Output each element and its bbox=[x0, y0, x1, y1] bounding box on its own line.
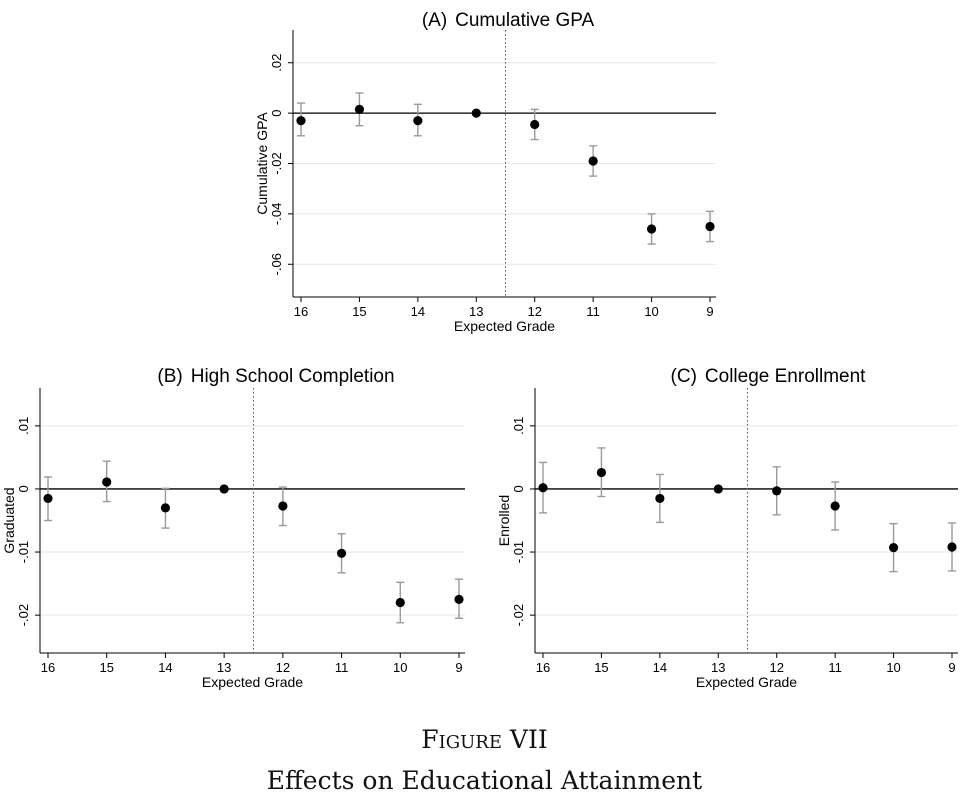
y-tick-label: -.01 bbox=[16, 541, 31, 563]
x-tick-label: 10 bbox=[886, 660, 900, 675]
y-axis-label: Enrolled bbox=[496, 495, 512, 546]
data-point bbox=[354, 104, 365, 114]
data-point bbox=[888, 543, 899, 553]
data-point bbox=[530, 119, 540, 130]
x-tick-label: 14 bbox=[158, 660, 172, 675]
x-tick-label: 16 bbox=[536, 660, 550, 675]
x-tick-label: 12 bbox=[769, 660, 783, 675]
data-point bbox=[947, 542, 957, 552]
x-tick-label: 10 bbox=[644, 304, 658, 319]
x-tick-label: 15 bbox=[352, 304, 366, 319]
y-axis-label: Graduated bbox=[1, 487, 17, 553]
y-tick-label: .01 bbox=[511, 417, 526, 435]
figure-label: Figure VII bbox=[0, 725, 969, 754]
panel-b: (B) High School Completion .01 0 -.01 -.02 Gra… bbox=[1, 366, 465, 690]
x-tick-label: 12 bbox=[527, 304, 541, 319]
panel-a: (A) Cumulative GPA .02 0 -.02 -.04 -.06 Cumulat… bbox=[254, 10, 716, 334]
x-axis-label: Expected Grade bbox=[696, 674, 797, 690]
data-point bbox=[219, 484, 229, 494]
panel-title: (B) High School Completion bbox=[157, 366, 394, 387]
data-point bbox=[646, 224, 657, 234]
panel-letter: (C) bbox=[671, 366, 697, 387]
data-point bbox=[655, 493, 665, 504]
x-tick-label: 11 bbox=[335, 660, 349, 675]
data-point bbox=[772, 486, 782, 496]
y-tick-label: 0 bbox=[269, 110, 284, 117]
x-axis-label: Expected Grade bbox=[202, 674, 303, 690]
data-point bbox=[588, 156, 598, 166]
y-tick-label: -.02 bbox=[16, 604, 31, 626]
data-point bbox=[296, 116, 306, 126]
y-tick-label: -.04 bbox=[269, 203, 284, 225]
y-axis-label: Cumulative GPA bbox=[254, 112, 270, 215]
figure-title: Effects on Educational Attainment bbox=[266, 766, 703, 795]
x-tick-label: 11 bbox=[828, 660, 842, 675]
x-tick-label: 13 bbox=[711, 660, 725, 675]
y-tick-label: -.02 bbox=[511, 604, 526, 626]
x-tick-label: 10 bbox=[393, 660, 407, 675]
y-tick-label: 0 bbox=[511, 485, 526, 492]
data-point bbox=[102, 477, 112, 487]
data-point bbox=[413, 116, 423, 126]
x-tick-label: 13 bbox=[217, 660, 231, 675]
panel-title-text: College Enrollment bbox=[705, 366, 866, 387]
data-point bbox=[278, 501, 288, 511]
figure-label-text: Figure VII bbox=[421, 725, 548, 754]
data-point bbox=[713, 484, 723, 494]
data-point bbox=[705, 221, 715, 232]
x-tick-label: 15 bbox=[99, 660, 113, 675]
y-tick-label: .02 bbox=[269, 54, 284, 72]
x-tick-label: 13 bbox=[469, 304, 483, 319]
y-tick-label: -.01 bbox=[511, 541, 526, 563]
x-tick-label: 9 bbox=[948, 660, 955, 675]
x-tick-label: 14 bbox=[653, 660, 667, 675]
data-point bbox=[43, 493, 53, 504]
y-tick-label: -.02 bbox=[269, 152, 284, 174]
x-tick-label: 12 bbox=[276, 660, 290, 675]
panel-title: (C) College Enrollment bbox=[671, 366, 867, 387]
data-point bbox=[336, 548, 347, 558]
x-tick-label: 16 bbox=[41, 660, 55, 675]
panel-title-text: High School Completion bbox=[191, 366, 395, 387]
panel-title: (A) Cumulative GPA bbox=[422, 10, 595, 31]
x-tick-label: 9 bbox=[455, 660, 462, 675]
data-point bbox=[395, 597, 405, 608]
data-point bbox=[160, 503, 171, 513]
x-tick-label: 16 bbox=[294, 304, 308, 319]
x-tick-label: 14 bbox=[411, 304, 425, 319]
panel-title-text: Cumulative GPA bbox=[455, 10, 594, 31]
panel-letter: (B) bbox=[157, 366, 182, 387]
y-tick-label: .01 bbox=[16, 417, 31, 435]
x-tick-label: 15 bbox=[594, 660, 608, 675]
data-point bbox=[471, 108, 481, 118]
x-tick-label: 9 bbox=[706, 304, 713, 319]
data-point bbox=[596, 467, 607, 478]
x-axis-label: Expected Grade bbox=[454, 318, 555, 334]
y-tick-label: -.06 bbox=[269, 253, 284, 275]
data-point bbox=[454, 594, 464, 604]
y-tick-label: 0 bbox=[16, 485, 31, 492]
x-tick-label: 11 bbox=[586, 304, 600, 319]
panel-c: (C) College Enrollment .01 0 -.01 -.02 Enrolle… bbox=[496, 366, 958, 690]
data-point bbox=[538, 483, 548, 493]
data-point bbox=[830, 501, 840, 511]
panel-letter: (A) bbox=[422, 10, 447, 31]
